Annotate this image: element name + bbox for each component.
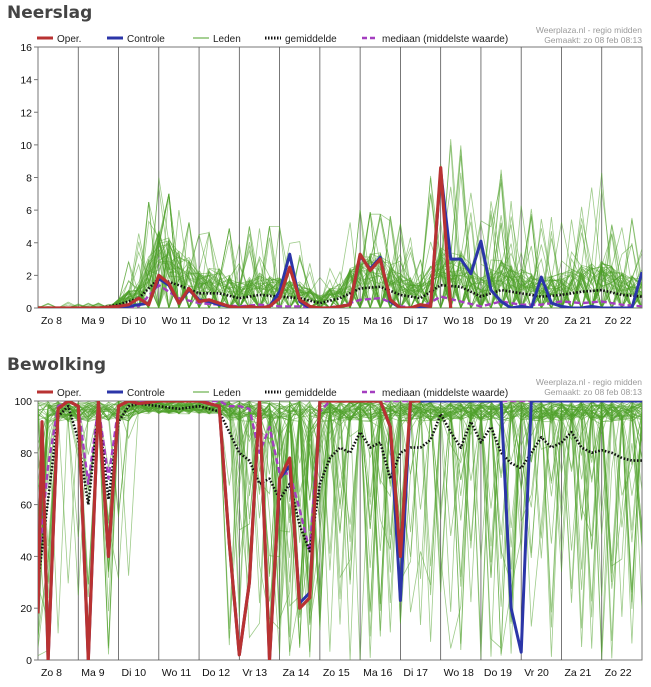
x-tick-label: Do 19 bbox=[484, 667, 512, 679]
x-tick-label: Za 21 bbox=[564, 315, 591, 327]
y-tick-label: 0 bbox=[26, 655, 32, 667]
y-tick-label: 60 bbox=[20, 500, 32, 512]
x-tick-label: Di 17 bbox=[403, 667, 428, 679]
chart-title: Bewolking bbox=[7, 355, 107, 375]
x-tick-label: Za 21 bbox=[564, 667, 591, 679]
leden-series-line bbox=[38, 401, 642, 654]
leden-series-line bbox=[38, 172, 642, 308]
legend-label: Oper. bbox=[57, 388, 81, 399]
plot-series bbox=[38, 139, 642, 308]
chart-bewolking-plot: Oper. Controle Leden gemiddelde mediaan (mid… bbox=[14, 377, 643, 679]
x-tick-label: Di 17 bbox=[403, 315, 428, 327]
y-tick-label: 16 bbox=[20, 42, 32, 54]
oper-series-line bbox=[38, 166, 453, 308]
leden-series-line bbox=[38, 243, 642, 308]
chart-neerslag: Neerslag Oper. Controle Leden gemiddelde med… bbox=[0, 0, 651, 330]
x-tick-label: Ma 16 bbox=[363, 667, 392, 679]
source-credit: Weerplaza.nl - regio midden bbox=[536, 377, 642, 387]
y-tick-label: 20 bbox=[20, 603, 32, 615]
x-tick-label: Vr 13 bbox=[242, 315, 267, 327]
x-tick-label: Zo 15 bbox=[323, 667, 350, 679]
y-tick-label: 12 bbox=[20, 107, 32, 119]
oper-series-line bbox=[38, 401, 421, 660]
x-tick-label: Ma 9 bbox=[81, 667, 105, 679]
legend-label: mediaan (middelste waarde) bbox=[382, 34, 508, 45]
y-tick-label: 14 bbox=[20, 75, 32, 87]
leden-series-line bbox=[38, 230, 642, 308]
plot-series bbox=[38, 401, 642, 660]
x-tick-label: Zo 15 bbox=[323, 315, 350, 327]
legend-label: Leden bbox=[213, 388, 241, 399]
x-tick-label: Wo 11 bbox=[162, 315, 192, 327]
leden-series-line bbox=[38, 233, 642, 308]
legend-label: Oper. bbox=[57, 34, 81, 45]
leden-series-line bbox=[38, 401, 642, 643]
y-tick-label: 0 bbox=[26, 303, 32, 315]
y-tick-label: 4 bbox=[26, 238, 32, 250]
x-tick-label: Do 12 bbox=[202, 315, 230, 327]
y-tick-label: 8 bbox=[26, 173, 32, 185]
chart-bewolking: Bewolking Oper. Controle Leden gemiddelde me… bbox=[0, 352, 651, 687]
legend-label: Controle bbox=[127, 34, 165, 45]
y-tick-label: 40 bbox=[20, 551, 32, 563]
y-tick-label: 100 bbox=[14, 396, 32, 408]
chart-neerslag-plot: Oper. Controle Leden gemiddelde mediaan (mid… bbox=[20, 25, 643, 327]
x-tick-label: Vr 20 bbox=[524, 315, 549, 327]
x-tick-label: Zo 22 bbox=[605, 315, 632, 327]
x-tick-label: Zo 8 bbox=[41, 667, 62, 679]
plot-area bbox=[37, 46, 643, 309]
x-tick-label: Za 14 bbox=[283, 667, 310, 679]
legend: Oper. Controle Leden gemiddelde mediaan (mid… bbox=[37, 34, 508, 45]
x-tick-label: Vr 20 bbox=[524, 667, 549, 679]
chart-title: Neerslag bbox=[7, 3, 93, 23]
source-timestamp: Gemaakt: zo 08 feb 08:13 bbox=[544, 387, 642, 397]
legend-label: Controle bbox=[127, 388, 165, 399]
leden-series-line bbox=[38, 401, 642, 652]
legend: Oper. Controle Leden gemiddelde mediaan (mid… bbox=[37, 388, 508, 399]
x-tick-label: Ma 16 bbox=[363, 315, 392, 327]
source-credit: Weerplaza.nl - regio midden bbox=[536, 25, 642, 35]
x-tick-label: Za 14 bbox=[283, 315, 310, 327]
source-timestamp: Gemaakt: zo 08 feb 08:13 bbox=[544, 35, 642, 45]
legend-label: gemiddelde bbox=[285, 34, 337, 45]
legend-label: gemiddelde bbox=[285, 388, 337, 399]
leden-series-line bbox=[38, 249, 642, 308]
x-tick-label: Vr 13 bbox=[242, 667, 267, 679]
x-tick-label: Do 19 bbox=[484, 315, 512, 327]
x-tick-label: Wo 11 bbox=[162, 667, 192, 679]
gemiddelde-series-line bbox=[38, 402, 642, 583]
leden-series-line bbox=[38, 175, 642, 308]
y-tick-label: 6 bbox=[26, 205, 32, 217]
x-tick-label: Ma 9 bbox=[81, 315, 105, 327]
x-tick-label: Di 10 bbox=[122, 667, 147, 679]
leden-series-line bbox=[38, 401, 642, 648]
x-tick-label: Wo 18 bbox=[444, 315, 474, 327]
leden-series-line bbox=[38, 193, 642, 308]
leden-series-line bbox=[38, 232, 642, 308]
x-tick-label: Zo 8 bbox=[41, 315, 62, 327]
legend-label: mediaan (middelste waarde) bbox=[382, 388, 508, 399]
x-tick-label: Wo 18 bbox=[444, 667, 474, 679]
y-tick-label: 10 bbox=[20, 140, 32, 152]
leden-series-line bbox=[38, 241, 642, 308]
legend-label: Leden bbox=[213, 34, 241, 45]
x-tick-label: Do 12 bbox=[202, 667, 230, 679]
x-tick-label: Di 10 bbox=[122, 315, 147, 327]
y-tick-label: 2 bbox=[26, 270, 32, 282]
x-tick-label: Zo 22 bbox=[605, 667, 632, 679]
y-tick-label: 80 bbox=[20, 448, 32, 460]
